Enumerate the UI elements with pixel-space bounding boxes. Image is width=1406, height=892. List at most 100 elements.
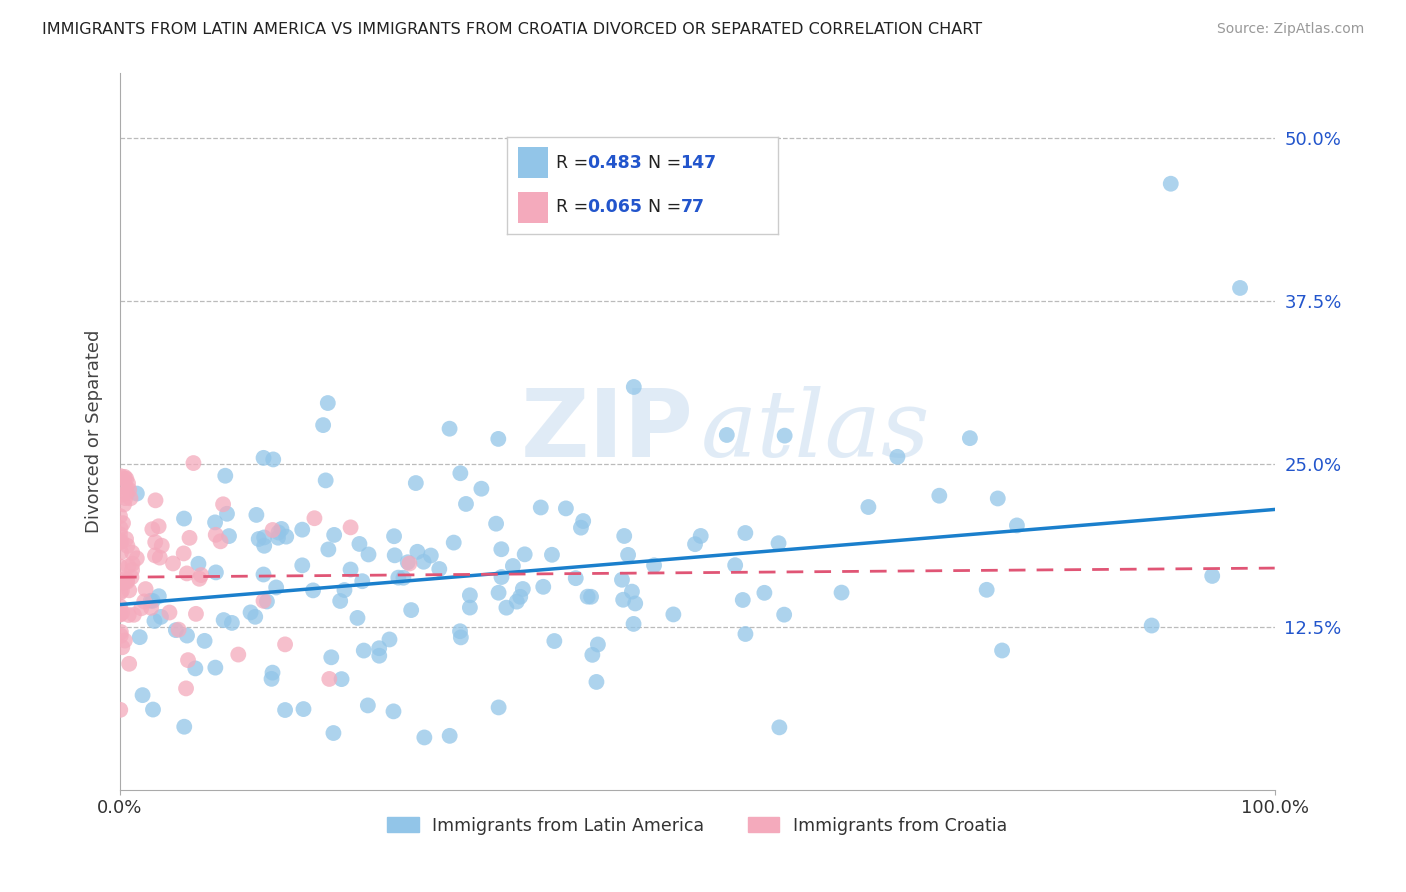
Point <box>450 631 472 645</box>
Point <box>252 450 274 465</box>
Point <box>245 609 267 624</box>
Point <box>204 660 226 674</box>
Point <box>176 629 198 643</box>
Point <box>108 559 131 574</box>
Point <box>398 557 420 571</box>
Point <box>396 555 419 569</box>
Point <box>959 431 981 445</box>
Point <box>110 573 132 587</box>
Point <box>276 530 298 544</box>
Point <box>110 545 132 559</box>
Point <box>620 584 643 599</box>
Point <box>274 703 297 717</box>
Point <box>188 572 211 586</box>
Y-axis label: Divorced or Separated: Divorced or Separated <box>86 329 103 533</box>
Point <box>177 653 200 667</box>
Text: atlas: atlas <box>700 386 931 476</box>
Point <box>117 559 139 574</box>
Point <box>572 514 595 528</box>
Point <box>142 594 165 608</box>
Point <box>357 698 380 713</box>
Point <box>623 380 645 394</box>
Point <box>382 529 405 543</box>
Point <box>108 527 131 541</box>
Point <box>488 700 510 714</box>
Point <box>252 594 274 608</box>
Point <box>564 571 586 585</box>
Point <box>329 594 352 608</box>
Point <box>120 570 142 584</box>
Point <box>274 637 297 651</box>
Point <box>470 482 492 496</box>
Point <box>118 657 141 671</box>
Point <box>260 672 283 686</box>
Point <box>991 643 1014 657</box>
Point <box>162 557 184 571</box>
Point <box>121 546 143 560</box>
Point <box>221 615 243 630</box>
Point <box>352 574 374 589</box>
Point <box>858 500 880 514</box>
Text: IMMIGRANTS FROM LATIN AMERICA VS IMMIGRANTS FROM CROATIA DIVORCED OR SEPARATED C: IMMIGRANTS FROM LATIN AMERICA VS IMMIGRA… <box>42 22 983 37</box>
Point <box>112 575 135 590</box>
Point <box>190 568 212 582</box>
Point <box>506 594 529 608</box>
Point <box>731 593 754 607</box>
Point <box>194 633 217 648</box>
Point <box>134 594 156 608</box>
Point <box>734 627 756 641</box>
Point <box>135 582 157 596</box>
Point <box>773 607 796 622</box>
Point <box>121 563 143 577</box>
Point <box>114 633 136 648</box>
Point <box>174 681 197 696</box>
Point <box>131 688 153 702</box>
Point <box>333 582 356 597</box>
Point <box>623 616 645 631</box>
Point <box>215 507 238 521</box>
Point <box>318 672 340 686</box>
Point <box>149 610 172 624</box>
Point <box>1140 618 1163 632</box>
Point <box>724 558 747 573</box>
Point <box>239 606 262 620</box>
Point <box>318 542 340 557</box>
Point <box>179 531 201 545</box>
Point <box>111 516 134 530</box>
Point <box>209 534 232 549</box>
Point <box>439 729 461 743</box>
Point <box>118 607 141 622</box>
Point <box>357 548 380 562</box>
Point <box>773 428 796 442</box>
Point <box>110 488 132 502</box>
Point <box>256 594 278 608</box>
Point <box>117 539 139 553</box>
Point <box>321 650 343 665</box>
Point <box>458 588 481 602</box>
Point <box>513 547 536 561</box>
Point <box>117 476 139 491</box>
Point <box>204 528 226 542</box>
Point <box>111 606 134 620</box>
Point <box>125 486 148 500</box>
Point <box>267 525 290 540</box>
Point <box>270 522 292 536</box>
Point <box>108 607 131 622</box>
Point <box>569 521 592 535</box>
Point <box>530 500 553 515</box>
Point <box>502 559 524 574</box>
Point <box>312 418 335 433</box>
Point <box>439 422 461 436</box>
Point <box>204 516 226 530</box>
Point <box>768 720 790 734</box>
Point <box>108 535 131 549</box>
Point <box>115 573 138 587</box>
Text: ZIP: ZIP <box>522 385 695 477</box>
Point <box>253 539 276 553</box>
Point <box>115 472 138 486</box>
Point <box>115 574 138 589</box>
Point <box>262 452 284 467</box>
Point <box>612 592 634 607</box>
Point <box>662 607 685 622</box>
Point <box>173 546 195 560</box>
